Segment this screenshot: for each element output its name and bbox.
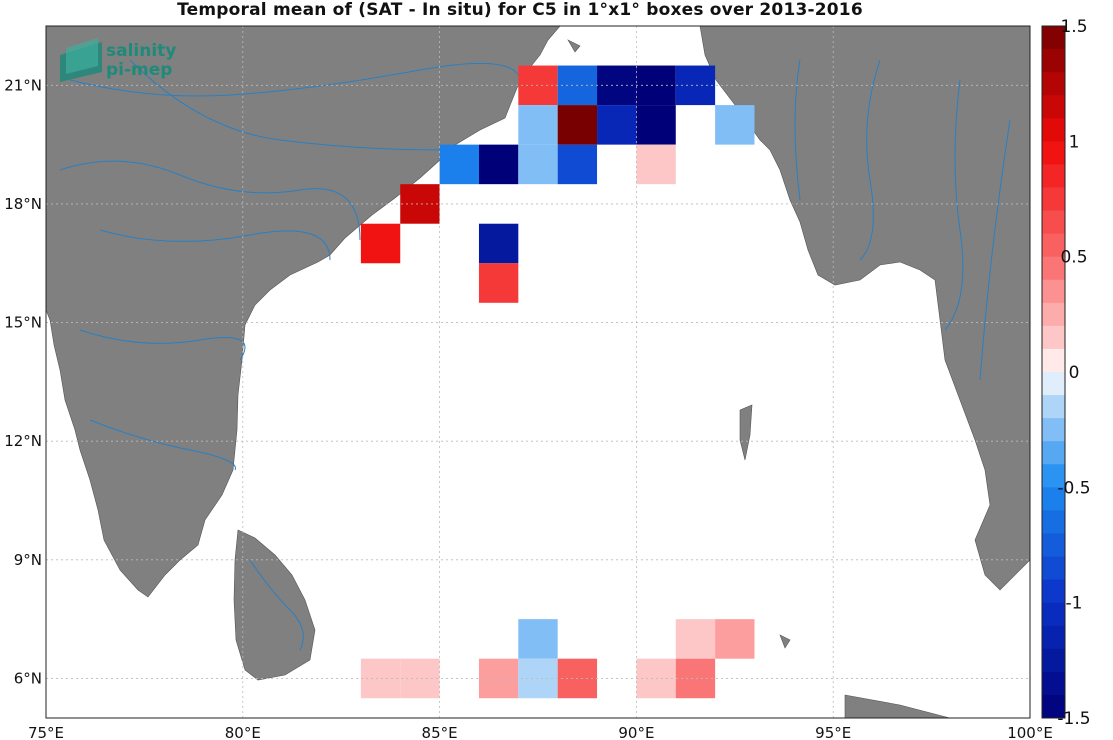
colorbar-tick-label: 1.5 <box>1060 17 1087 37</box>
colorbar-segment <box>1042 279 1065 304</box>
myanmar-bangladesh <box>699 25 1031 591</box>
colorbar-tick-label: 1 <box>1069 132 1080 152</box>
heatmap-cell <box>518 619 558 659</box>
logo-line1: salinity <box>106 41 176 61</box>
colorbar-segment <box>1042 372 1065 396</box>
logo-line2: pi-mep <box>106 60 172 80</box>
map-title: Temporal mean of (SAT - In situ) for C5 … <box>177 0 863 20</box>
heatmap-cell <box>597 105 637 145</box>
x-tick-label: 85°E <box>422 724 458 740</box>
colorbar-segment <box>1042 72 1065 96</box>
x-axis-ticks: 75°E 80°E 85°E 90°E 95°E 100°E <box>28 724 1053 740</box>
colorbar-segment <box>1042 118 1065 142</box>
heatmap-cell <box>478 263 519 303</box>
sri-lanka <box>233 529 316 681</box>
colorbar-segment <box>1042 256 1065 281</box>
colorbar-segment <box>1042 26 1065 50</box>
india-landmass <box>45 25 561 598</box>
colorbar-segment <box>1042 487 1065 511</box>
heatmap-cell <box>636 144 676 185</box>
islands-small <box>567 39 791 649</box>
colorbar-segment <box>1042 441 1065 465</box>
colorbar-segment <box>1042 325 1065 350</box>
colorbar-segment <box>1042 625 1065 650</box>
colorbar-segment <box>1042 464 1065 488</box>
colorbar-segment <box>1042 395 1065 419</box>
colorbar-segment <box>1042 141 1065 165</box>
colorbar-segment <box>1042 233 1065 258</box>
colorbar-segment <box>1042 579 1065 604</box>
heatmap-cell <box>557 144 598 185</box>
heatmap-cell <box>439 144 479 185</box>
x-tick-label: 75°E <box>28 724 64 740</box>
y-axis-ticks: 6°N 9°N 12°N 15°N 18°N 21°N <box>4 76 42 687</box>
salinity-pi-mep-logo: salinity pi-mep <box>60 38 176 82</box>
x-tick-label: 90°E <box>618 724 654 740</box>
colorbar-segment <box>1042 671 1065 696</box>
y-tick-label: 12°N <box>4 432 42 450</box>
map-frame <box>45 25 1031 719</box>
colorbar-segment <box>1042 164 1065 188</box>
land-layer <box>45 25 1031 719</box>
colorbar-segment <box>1042 210 1065 235</box>
colorbar-tick-label: -1.5 <box>1057 709 1090 729</box>
colorbar-segment <box>1042 533 1065 558</box>
colorbar-tick-label: 0 <box>1069 363 1080 383</box>
colorbar-segment <box>1042 556 1065 581</box>
x-tick-label: 80°E <box>225 724 261 740</box>
x-tick-label: 100°E <box>1007 724 1053 740</box>
colorbar-tick-label: 0.5 <box>1060 248 1087 268</box>
colorbar-segment <box>1042 95 1065 119</box>
heatmap-cell <box>478 223 519 264</box>
y-tick-label: 18°N <box>4 195 42 213</box>
colorbar-segment <box>1042 418 1065 442</box>
y-tick-label: 6°N <box>14 669 42 687</box>
colorbar-tick-label: -1 <box>1066 594 1083 614</box>
heatmap-cell <box>715 619 755 659</box>
heatmap-cells <box>360 65 755 699</box>
colorbar-segment <box>1042 49 1065 73</box>
y-tick-label: 15°N <box>4 314 42 332</box>
colorbar-segment <box>1042 510 1065 534</box>
y-tick-label: 9°N <box>14 551 42 569</box>
heatmap-cell <box>518 144 558 185</box>
rivers-layer <box>59 59 1011 651</box>
colorbar-segment <box>1042 187 1065 212</box>
heatmap-cell <box>636 105 676 145</box>
colorbar-segment <box>1042 348 1065 373</box>
colorbar-segment <box>1042 602 1065 627</box>
colorbar-frame <box>1041 25 1066 719</box>
colorbar-segment <box>1042 648 1065 673</box>
x-tick-label: 95°E <box>815 724 851 740</box>
colorbar <box>1041 25 1066 719</box>
heatmap-cell <box>715 105 755 145</box>
colorbar-tick-label: -0.5 <box>1057 478 1090 498</box>
heatmap-cell <box>675 619 716 659</box>
heatmap-cell <box>478 144 519 185</box>
heatmap-cell <box>557 105 598 145</box>
colorbar-ticks: 1.5 1 0.5 0 -0.5 -1 -1.5 <box>1057 17 1090 729</box>
sumatra-tip <box>844 694 951 719</box>
heatmap-cell <box>360 223 401 264</box>
andaman-island <box>739 404 753 461</box>
heatmap-cell <box>518 105 558 145</box>
y-tick-label: 21°N <box>4 76 42 94</box>
colorbar-segment <box>1042 694 1065 719</box>
colorbar-segment <box>1042 302 1065 327</box>
